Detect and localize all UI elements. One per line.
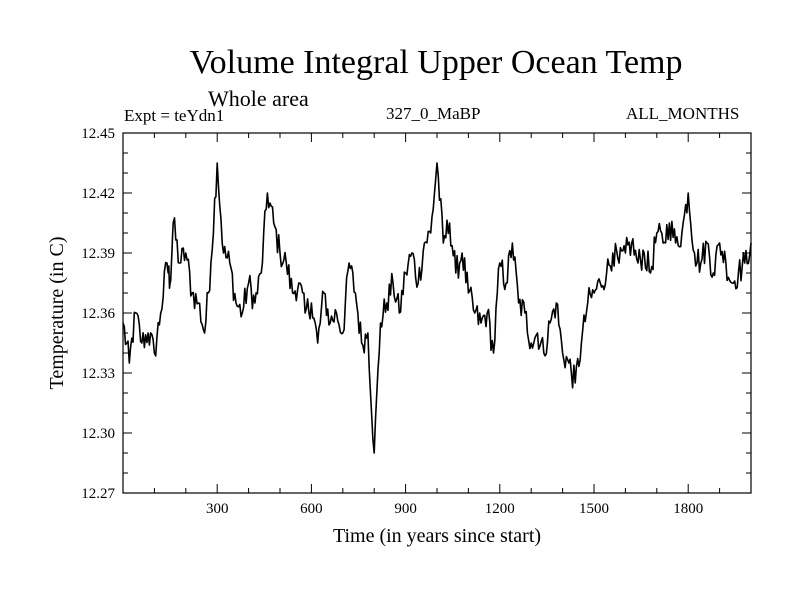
chart-subtitle: Whole area (208, 86, 309, 111)
y-tick-label: 12.30 (81, 426, 115, 442)
x-tick-label: 300 (206, 501, 229, 517)
y-tick-label: 12.27 (81, 486, 115, 502)
y-axis-title: Temperature (in C) (46, 237, 68, 390)
y-tick-label: 12.39 (81, 246, 115, 262)
chart-title: Volume Integral Upper Ocean Temp (189, 44, 683, 81)
run-label: 327_0_MaBP (386, 104, 481, 123)
months-label: ALL_MONTHS (626, 104, 740, 123)
y-tick-label: 12.45 (81, 126, 115, 142)
tick-labels: 300 600 900 1200 1500 1800 12.27 12.30 12.33 12.3… (81, 126, 703, 517)
x-tick-label: 1200 (485, 501, 515, 517)
y-tick-label: 12.33 (81, 366, 115, 382)
x-axis-title: Time (in years since start) (333, 525, 541, 547)
experiment-label: Expt = teYdn1 (124, 106, 225, 125)
axis-ticks (123, 132, 751, 494)
x-tick-label: 900 (394, 501, 417, 517)
x-tick-label: 1800 (673, 501, 703, 517)
plot-frame (122, 132, 752, 494)
series-line (122, 162, 752, 454)
x-tick-label: 600 (300, 501, 323, 517)
series-layer (122, 162, 752, 454)
y-tick-label: 12.36 (81, 306, 115, 322)
x-tick-label: 1500 (579, 501, 609, 517)
y-tick-label: 12.42 (81, 186, 115, 202)
